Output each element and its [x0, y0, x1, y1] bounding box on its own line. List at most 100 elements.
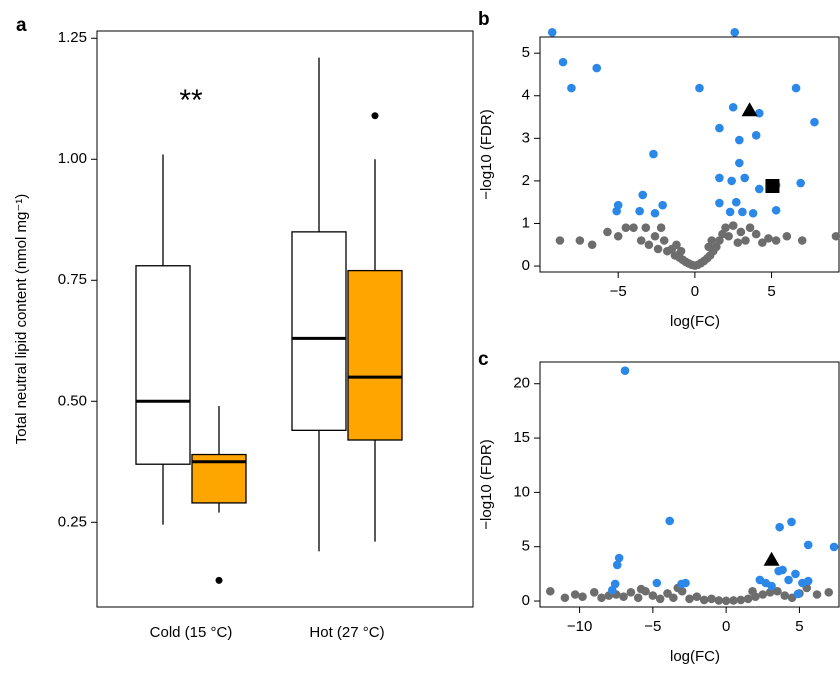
point — [652, 578, 662, 588]
point — [676, 246, 686, 256]
point — [767, 581, 776, 591]
point — [653, 244, 663, 254]
x-axis-label: log(FC) — [670, 313, 720, 330]
y-tick-label: 2 — [522, 172, 530, 189]
point — [775, 522, 784, 532]
point — [589, 588, 599, 597]
point — [587, 240, 597, 250]
outlier — [371, 112, 379, 120]
point — [545, 586, 555, 596]
point — [658, 200, 667, 210]
y-tick-label: 5 — [522, 538, 530, 555]
box — [347, 269, 403, 441]
point — [558, 57, 568, 67]
y-axis-label: Total neutral lipid content (nmol mg⁻¹) — [13, 194, 30, 445]
x-tick-label: 0 — [691, 283, 699, 300]
point — [560, 593, 570, 603]
point — [829, 542, 839, 552]
point — [650, 208, 660, 218]
point — [803, 540, 813, 550]
point — [743, 594, 753, 604]
point — [797, 236, 807, 245]
point — [635, 206, 644, 216]
x-tick-label: Hot (27 °C) — [309, 624, 384, 641]
point — [638, 190, 648, 200]
point — [751, 229, 761, 239]
y-tick-label: 3 — [522, 129, 530, 146]
point — [641, 223, 651, 233]
point — [727, 176, 736, 186]
point — [704, 242, 713, 252]
point — [741, 102, 758, 117]
point — [715, 198, 724, 208]
x-tick-label: Cold (15 °C) — [150, 624, 233, 641]
point — [663, 589, 672, 598]
y-axis-label: −log10 (FDR) — [478, 439, 495, 529]
point — [592, 63, 602, 73]
point — [824, 588, 834, 597]
point — [644, 240, 654, 250]
y-tick-label: 0.50 — [58, 392, 87, 409]
point — [649, 149, 658, 159]
y-axis-label: −log10 (FDR) — [478, 109, 495, 199]
point — [715, 123, 724, 133]
x-tick-label: 0 — [722, 618, 730, 635]
y-tick-label: 0.75 — [58, 271, 87, 288]
point — [633, 593, 643, 603]
point — [748, 208, 758, 218]
point — [721, 596, 731, 606]
point — [741, 236, 750, 245]
point — [648, 591, 658, 600]
point — [612, 560, 622, 570]
point — [793, 589, 803, 599]
point — [669, 593, 678, 603]
y-tick-label: 0 — [522, 257, 530, 274]
point — [740, 173, 749, 183]
point — [672, 240, 681, 250]
y-tick-label: 1.00 — [58, 150, 87, 167]
point — [578, 592, 587, 601]
point — [656, 223, 666, 233]
x-tick-label: 5 — [795, 618, 803, 635]
point — [736, 595, 746, 605]
point — [728, 221, 738, 230]
point — [754, 184, 764, 194]
y-tick-label: 10 — [513, 483, 530, 500]
point — [692, 592, 702, 601]
x-axis-label: log(FC) — [670, 648, 720, 665]
point — [771, 236, 781, 245]
point — [695, 83, 704, 93]
point — [636, 584, 646, 594]
y-tick-label: 1 — [522, 214, 530, 231]
point — [729, 596, 738, 605]
point — [665, 516, 675, 526]
point — [636, 236, 646, 245]
point — [778, 565, 787, 575]
point — [780, 591, 790, 600]
point — [619, 592, 628, 601]
point — [803, 576, 813, 586]
point — [787, 517, 796, 527]
point — [751, 131, 761, 140]
annotation: ** — [179, 84, 203, 117]
point — [620, 366, 630, 375]
panel-label: c — [478, 349, 489, 370]
x-tick-label: 5 — [767, 283, 775, 300]
y-tick-label: 15 — [513, 429, 530, 446]
point — [730, 28, 740, 37]
point — [765, 179, 780, 194]
point — [771, 205, 781, 215]
x-tick-label: −5 — [610, 283, 627, 300]
point — [748, 586, 757, 596]
point — [791, 83, 801, 93]
point — [735, 158, 744, 168]
point — [758, 238, 767, 247]
point — [735, 135, 744, 145]
point — [812, 590, 822, 599]
x-tick-label: −5 — [644, 618, 661, 635]
point — [613, 231, 623, 241]
point — [597, 593, 606, 603]
point — [685, 594, 694, 604]
panel-label: b — [478, 9, 490, 30]
